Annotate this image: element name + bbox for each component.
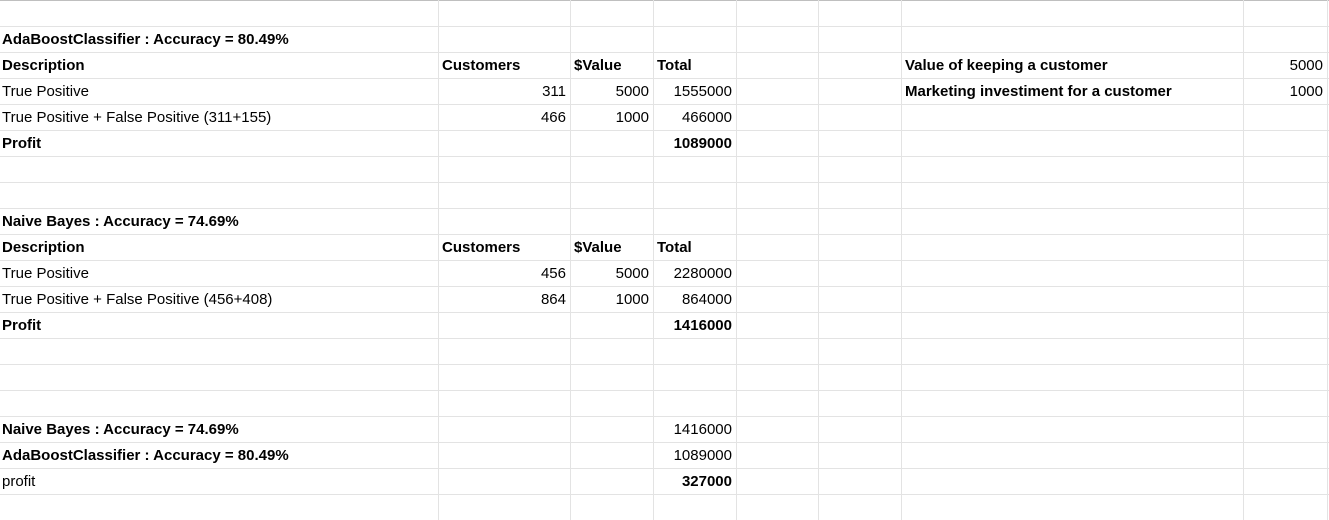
summary-adaboost-label[interactable]: AdaBoostClassifier : Accuracy = 80.49% [2, 447, 289, 464]
row-line [0, 156, 1329, 157]
block1-row1-customers[interactable]: 311 [542, 83, 566, 100]
row-line [0, 104, 1329, 105]
param-keep-customer-value[interactable]: 5000 [1289, 57, 1323, 74]
row-line [0, 364, 1329, 365]
grid-top-border [0, 0, 1329, 1]
row-line [0, 52, 1329, 53]
row-line [0, 494, 1329, 495]
column-line [736, 0, 737, 520]
row-line [0, 390, 1329, 391]
block1-header-customers[interactable]: Customers [442, 57, 521, 74]
block2-profit-label[interactable]: Profit [2, 317, 42, 334]
summary-profit-label[interactable]: profit [2, 473, 36, 490]
block2-header-customers[interactable]: Customers [442, 239, 521, 256]
summary-adaboost-total[interactable]: 1089000 [673, 447, 732, 464]
row-line [0, 182, 1329, 183]
param-marketing-value[interactable]: 1000 [1289, 83, 1323, 100]
block2-row2-customers[interactable]: 864 [540, 291, 566, 308]
block1-profit-label[interactable]: Profit [2, 135, 42, 152]
block2-row2-description[interactable]: True Positive + False Positive (456+408) [2, 291, 273, 308]
block1-row2-total[interactable]: 466000 [681, 109, 732, 126]
row-line [0, 78, 1329, 79]
summary-naive-bayes-total[interactable]: 1416000 [673, 421, 732, 438]
block1-row1-value[interactable]: 5000 [615, 83, 649, 100]
block2-row1-total[interactable]: 2280000 [673, 265, 732, 282]
block1-title[interactable]: AdaBoostClassifier : Accuracy = 80.49% [2, 31, 289, 48]
block2-title[interactable]: Naive Bayes : Accuracy = 74.69% [2, 213, 239, 230]
block2-header-description[interactable]: Description [2, 239, 85, 256]
row-line [0, 442, 1329, 443]
column-line [818, 0, 819, 520]
row-line [0, 130, 1329, 131]
param-keep-customer-label[interactable]: Value of keeping a customer [905, 57, 1108, 74]
block1-row2-value[interactable]: 1000 [615, 109, 649, 126]
row-line [0, 416, 1329, 417]
row-line [0, 468, 1329, 469]
summary-naive-bayes-label[interactable]: Naive Bayes : Accuracy = 74.69% [2, 421, 239, 438]
column-line [901, 0, 902, 520]
block1-profit-total[interactable]: 1089000 [673, 135, 732, 152]
block1-header-description[interactable]: Description [2, 57, 85, 74]
block1-row2-customers[interactable]: 466 [540, 109, 566, 126]
block2-profit-total[interactable]: 1416000 [673, 317, 732, 334]
block1-header-total[interactable]: Total [657, 57, 692, 74]
row-line [0, 286, 1329, 287]
summary-profit-total[interactable]: 327000 [681, 473, 732, 490]
column-line [570, 0, 571, 520]
block2-row2-value[interactable]: 1000 [615, 291, 649, 308]
block2-header-total[interactable]: Total [657, 239, 692, 256]
block1-header-value[interactable]: $Value [574, 57, 622, 74]
row-line [0, 260, 1329, 261]
block2-row1-value[interactable]: 5000 [615, 265, 649, 282]
block1-row2-description[interactable]: True Positive + False Positive (311+155) [2, 109, 272, 126]
row-line [0, 26, 1329, 27]
row-line [0, 312, 1329, 313]
block1-row1-description[interactable]: True Positive [2, 83, 89, 100]
row-line [0, 208, 1329, 209]
column-line [1243, 0, 1244, 520]
block2-header-value[interactable]: $Value [574, 239, 622, 256]
column-line [1327, 0, 1328, 520]
block2-row1-customers[interactable]: 456 [540, 265, 566, 282]
param-marketing-label[interactable]: Marketing investiment for a customer [905, 83, 1172, 100]
block1-row1-total[interactable]: 1555000 [673, 83, 732, 100]
row-line [0, 338, 1329, 339]
block2-row1-description[interactable]: True Positive [2, 265, 89, 282]
column-line [653, 0, 654, 520]
block2-row2-total[interactable]: 864000 [681, 291, 732, 308]
row-line [0, 234, 1329, 235]
column-line [438, 0, 439, 520]
